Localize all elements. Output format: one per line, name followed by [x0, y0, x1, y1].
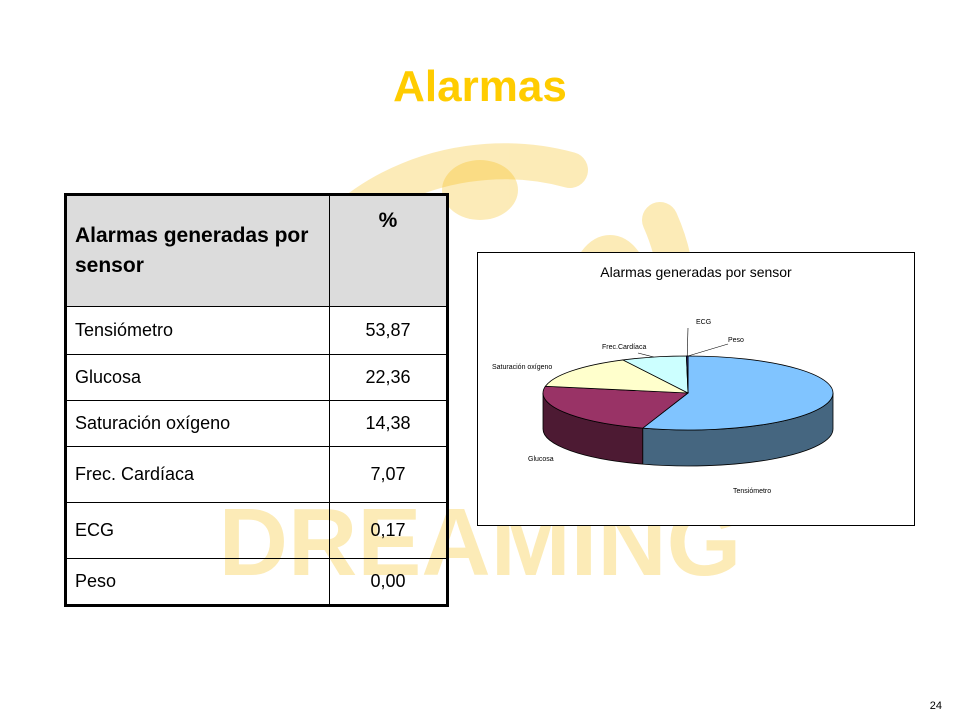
- percent-cell: 0,17: [329, 502, 448, 559]
- pie-chart-panel: Alarmas generadas por sensor Tensiómetro…: [477, 252, 915, 526]
- label-ecg-leader: [686, 327, 689, 357]
- label-tensiometro: Tensiómetro: [733, 488, 771, 495]
- percent-cell: 14,38: [329, 400, 448, 447]
- table-row: Tensiómetro 53,87: [65, 306, 448, 355]
- percent-cell: 22,36: [329, 354, 448, 401]
- table-row: Glucosa 22,36: [65, 354, 448, 401]
- table-row: Frec. Cardíaca 7,07: [65, 446, 448, 503]
- label-glucosa: Glucosa: [528, 456, 554, 463]
- label-ecg: ECG: [696, 319, 711, 326]
- sensor-cell: Tensiómetro: [65, 306, 330, 355]
- label-saturacion-oxigeno: Saturación oxígeno: [492, 364, 552, 371]
- table-header-row: Alarmas generadas por sensor %: [65, 194, 448, 307]
- sensor-cell: Glucosa: [65, 354, 330, 401]
- percent-cell: 7,07: [329, 446, 448, 503]
- percent-cell: 53,87: [329, 306, 448, 355]
- slice-saturacion-oxigeno: [544, 359, 689, 394]
- page-number: 24: [929, 700, 942, 712]
- chart-title: Alarmas generadas por sensor: [600, 264, 792, 280]
- label-frec-cardiaca: Frec.Cardíaca: [602, 344, 646, 351]
- label-peso: Peso: [728, 337, 744, 344]
- label-peso-leader: [687, 343, 729, 357]
- sensor-cell: Peso: [65, 558, 330, 606]
- table-row: Saturación oxígeno 14,38: [65, 400, 448, 447]
- slide-title: Alarmas: [393, 62, 567, 111]
- sensor-cell: Frec. Cardíaca: [65, 446, 330, 503]
- pie-chart: Alarmas generadas por sensor Tensiómetro…: [492, 264, 834, 495]
- table-row: ECG 0,17: [65, 502, 448, 559]
- label-frec-cardiaca-leader: [637, 352, 654, 358]
- column-header-percent: %: [329, 194, 448, 307]
- slice-tensiometro: [641, 355, 834, 431]
- slice-glucosa: [542, 385, 690, 429]
- alarms-table: Alarmas generadas por sensor % Tensiómet…: [64, 193, 449, 607]
- column-header-sensor: Alarmas generadas por sensor: [65, 194, 330, 307]
- table-row: Peso 0,00: [65, 558, 448, 606]
- sensor-cell: ECG: [65, 502, 330, 559]
- sensor-cell: Saturación oxígeno: [65, 400, 330, 447]
- percent-cell: 0,00: [329, 558, 448, 606]
